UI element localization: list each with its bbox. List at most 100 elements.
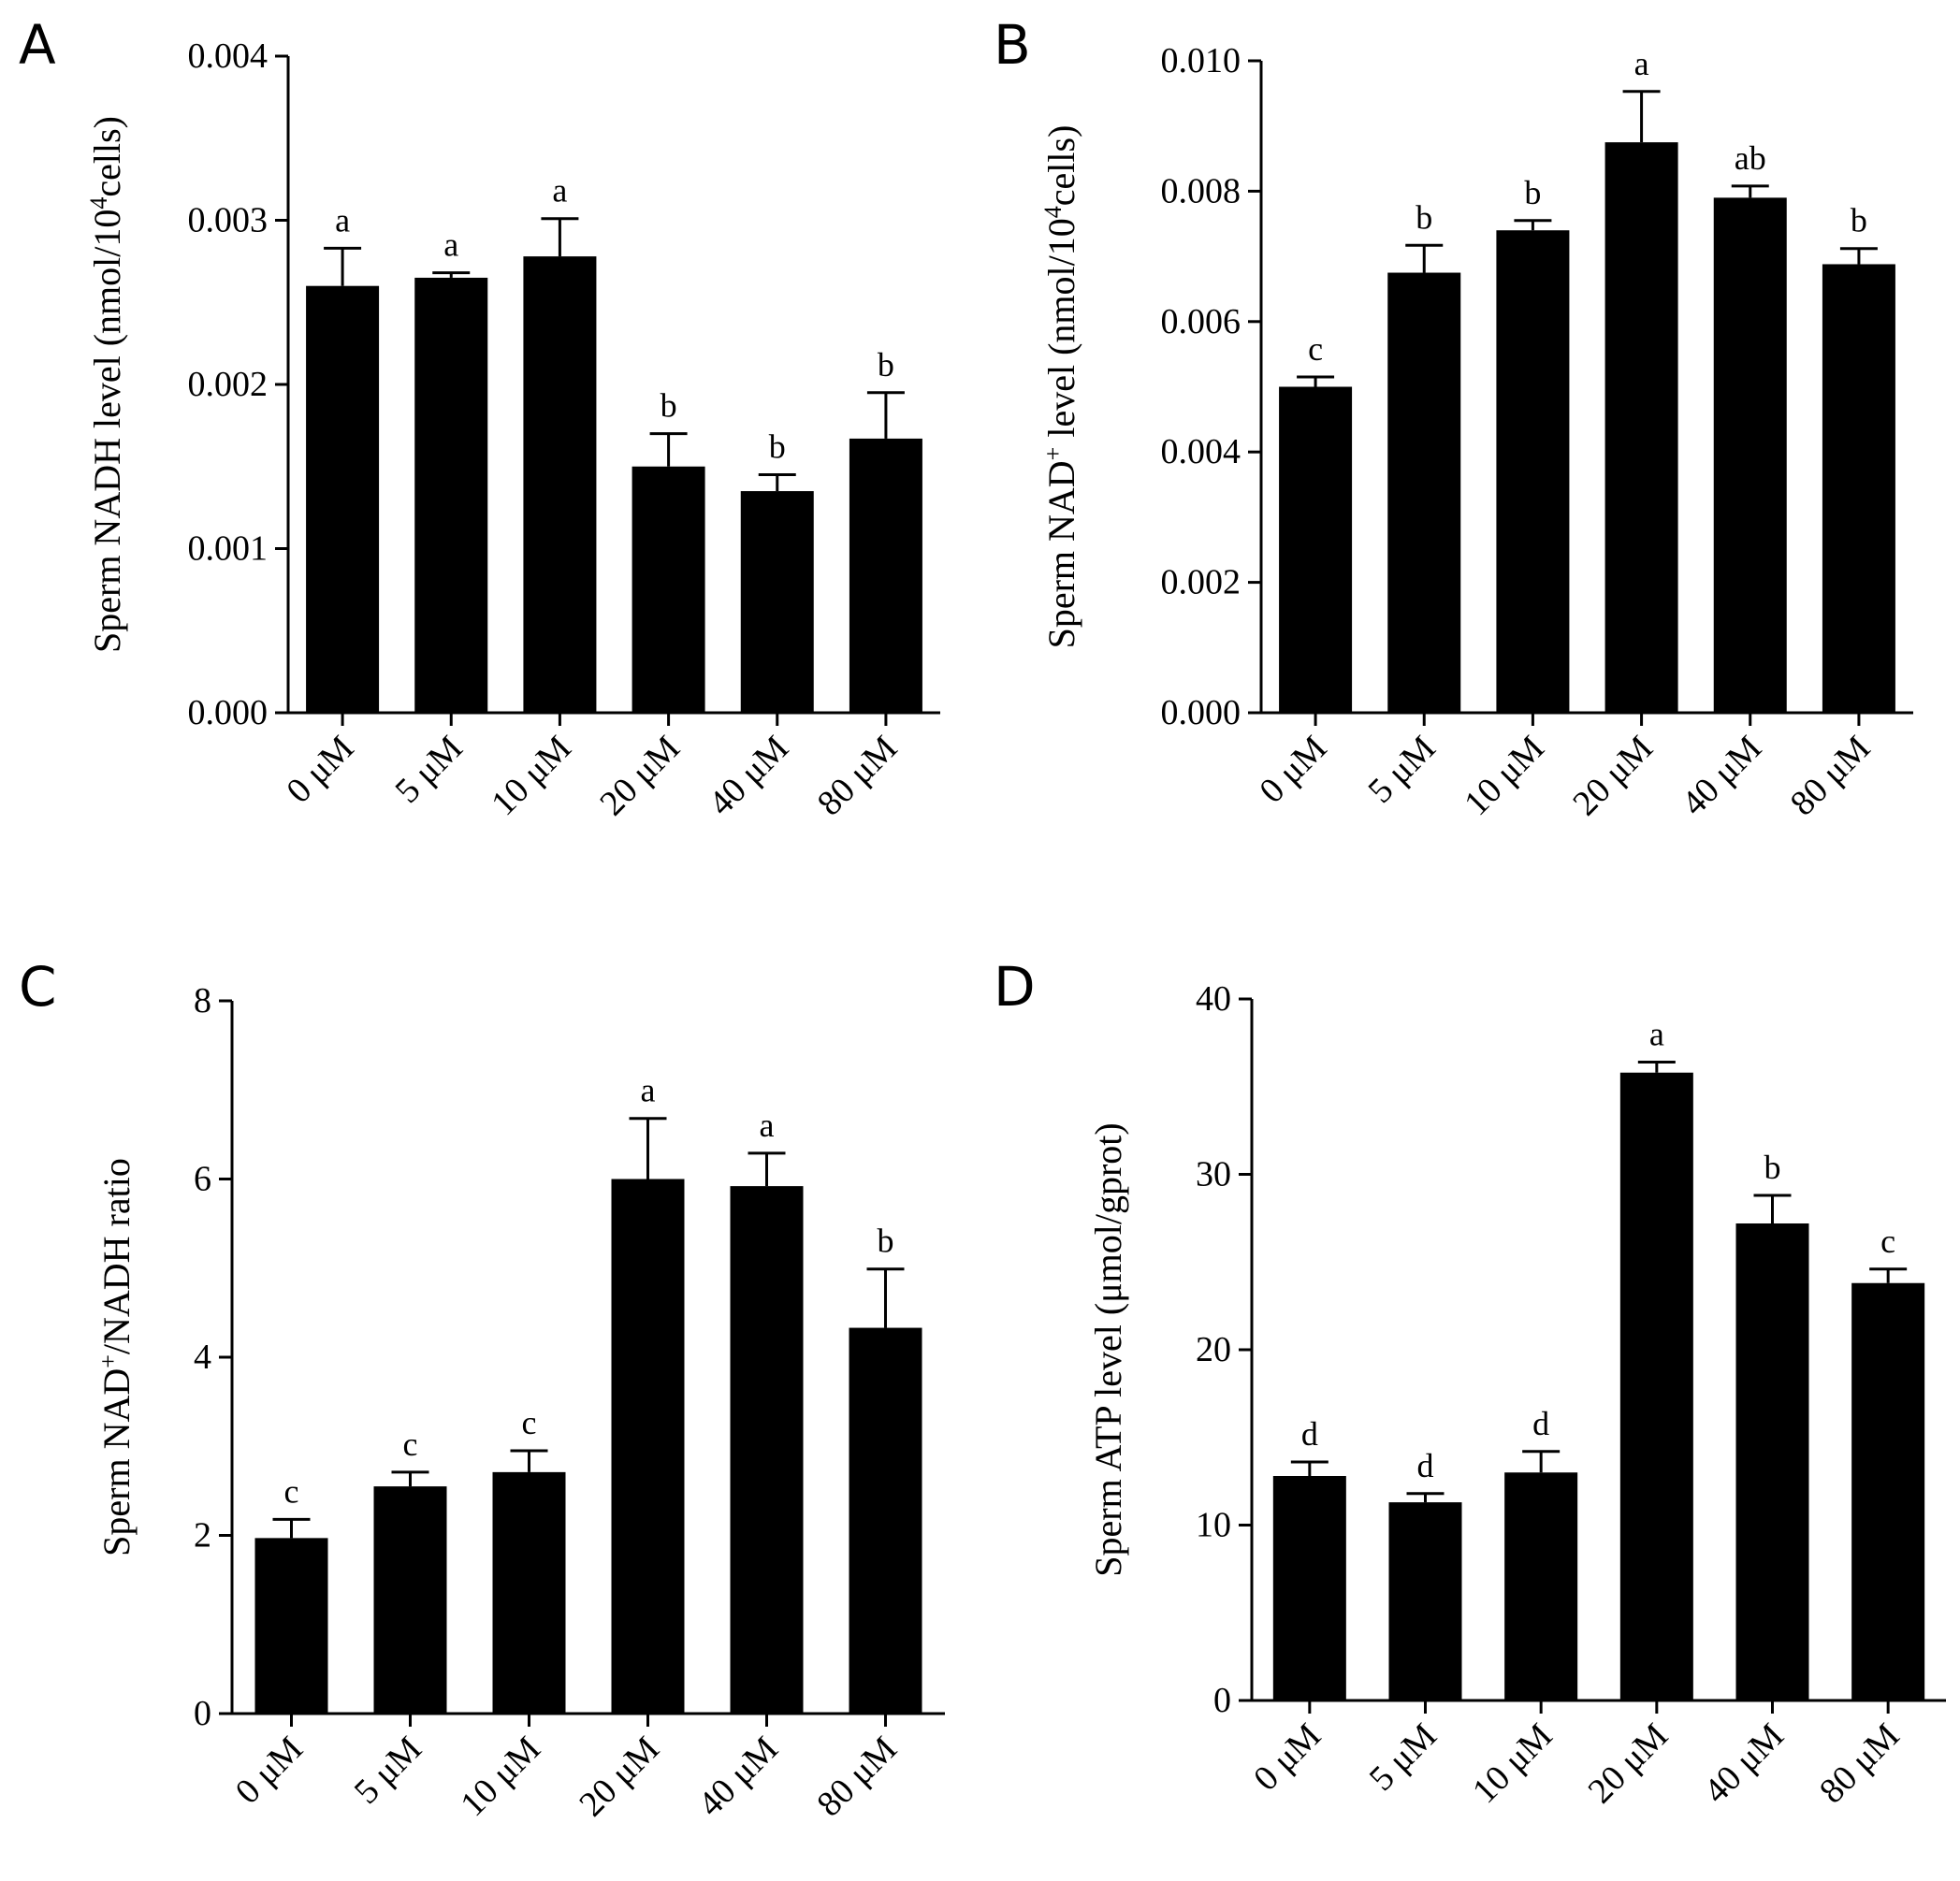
significance-label-b-4: ab (1735, 139, 1766, 177)
y-axis-title-c: Sperm NAD+/NADH ratio (94, 1158, 138, 1556)
x-tick-label-c-3: 20 μM (572, 1729, 667, 1825)
significance-label-d-4: b (1764, 1149, 1781, 1186)
bar-b-4 (1713, 197, 1787, 713)
significance-label-a-1: a (443, 226, 458, 264)
y-tick-label-d: 20 (1196, 1330, 1231, 1369)
bar-b-3 (1604, 142, 1678, 713)
y-axis-title-d: Sperm ATP level (μmol/gprot) (1087, 1122, 1129, 1576)
significance-label-c-0: c (284, 1472, 299, 1510)
significance-label-c-1: c (403, 1425, 418, 1463)
significance-label-b-1: b (1416, 198, 1432, 236)
panel-d: D 0 10 20 30 40 Sperm ATP level (μmol/gprot) d… (994, 955, 1946, 1811)
significance-label-c-2: c (522, 1404, 537, 1441)
y-tick-label-a: 0.001 (188, 529, 269, 569)
y-axis-title-b: Sperm NAD+ level (nmol/104cells) (1039, 125, 1082, 649)
bar-d-1 (1388, 1502, 1462, 1700)
bar-b-1 (1387, 272, 1461, 713)
x-tick-label-a-4: 40 μM (702, 729, 797, 824)
x-tick-label-b-5: 80 μM (1783, 729, 1879, 824)
bar-d-2 (1504, 1472, 1578, 1700)
panel-a: A 0.000 0.001 0.002 0.003 0.004 Sperm NADH le… (19, 13, 940, 823)
significance-label-c-5: b (878, 1223, 894, 1260)
bar-c-2 (492, 1471, 566, 1714)
panel-c: C 0 2 4 6 8 Sperm NAD+/NADH ratio c 0 μM c 5 μM c 1… (19, 955, 945, 1824)
bar-d-5 (1851, 1282, 1925, 1700)
y-tick-label-c: 2 (194, 1516, 211, 1555)
y-tick-label-b: 0.008 (1161, 171, 1241, 210)
y-axis-title-a: Sperm NADH level (nmol/104cells) (85, 116, 128, 653)
y-tick-label-c: 6 (194, 1160, 211, 1199)
bar-b-2 (1496, 230, 1570, 714)
bar-c-0 (254, 1538, 328, 1714)
significance-label-b-0: c (1308, 330, 1323, 368)
significance-label-a-4: b (769, 428, 786, 466)
x-tick-label-c-4: 40 μM (690, 1729, 786, 1825)
bar-a-3 (632, 466, 705, 713)
y-tick-label-a: 0.002 (188, 365, 269, 404)
y-tick-label-d: 10 (1196, 1506, 1231, 1545)
y-tick-label-c: 4 (194, 1338, 211, 1377)
bar-d-3 (1619, 1072, 1693, 1700)
x-tick-label-c-2: 10 μM (453, 1729, 548, 1825)
x-tick-label-b-1: 5 μM (1360, 729, 1443, 811)
x-tick-label-a-2: 10 μM (484, 729, 579, 824)
x-tick-label-d-2: 10 μM (1465, 1716, 1561, 1812)
x-tick-label-d-4: 40 μM (1696, 1716, 1792, 1812)
x-tick-label-a-1: 5 μM (387, 729, 470, 811)
significance-label-d-0: d (1301, 1415, 1318, 1453)
significance-label-d-2: d (1532, 1405, 1549, 1442)
y-tick-label-d: 30 (1196, 1155, 1231, 1194)
bar-b-0 (1279, 386, 1353, 713)
significance-label-a-2: a (552, 172, 567, 210)
y-tick-label-b: 0.010 (1161, 41, 1241, 80)
x-tick-label-d-1: 5 μM (1362, 1716, 1445, 1799)
x-tick-label-c-0: 0 μM (228, 1729, 311, 1812)
bar-a-1 (414, 277, 488, 713)
y-tick-label-b: 0.000 (1161, 693, 1241, 732)
panel-letter-b: B (994, 13, 1031, 77)
significance-label-a-0: a (335, 201, 350, 239)
y-tick-label-b: 0.002 (1161, 563, 1241, 602)
y-tick-label-c: 8 (194, 981, 211, 1020)
bar-a-4 (740, 491, 814, 713)
x-tick-label-b-3: 20 μM (1565, 729, 1661, 824)
bar-d-4 (1735, 1223, 1809, 1700)
bar-a-2 (523, 256, 597, 713)
bar-d-0 (1272, 1476, 1346, 1700)
significance-label-c-3: a (641, 1072, 656, 1109)
y-tick-label-a: 0.003 (188, 201, 269, 240)
bar-c-1 (373, 1486, 447, 1714)
significance-label-a-3: b (661, 387, 677, 425)
x-tick-label-b-4: 40 μM (1675, 729, 1770, 824)
bar-c-4 (730, 1186, 804, 1714)
significance-label-a-5: b (878, 346, 894, 383)
bar-a-0 (306, 285, 380, 713)
x-tick-label-c-5: 80 μM (809, 1729, 905, 1825)
x-tick-label-a-0: 0 μM (279, 729, 361, 811)
significance-label-d-5: c (1880, 1223, 1895, 1260)
y-tick-label-b: 0.006 (1161, 302, 1241, 341)
y-tick-label-b: 0.004 (1161, 432, 1241, 471)
y-tick-label-a: 0.004 (188, 36, 269, 76)
significance-label-b-5: b (1851, 202, 1867, 239)
panel-b: B 0.000 0.002 0.004 0.006 0.008 0.010 Sperm NA… (994, 13, 1913, 823)
x-tick-label-a-5: 80 μM (810, 729, 906, 824)
x-tick-label-d-0: 0 μM (1246, 1716, 1328, 1799)
significance-label-b-3: a (1634, 45, 1649, 82)
x-tick-label-b-0: 0 μM (1252, 729, 1334, 811)
significance-label-b-2: b (1524, 174, 1541, 211)
significance-label-c-4: a (760, 1107, 775, 1144)
y-tick-label-a: 0.000 (188, 693, 269, 732)
x-tick-label-a-3: 20 μM (592, 729, 688, 824)
panel-letter-d: D (994, 955, 1036, 1019)
bar-a-5 (849, 438, 922, 713)
y-tick-label-d: 40 (1196, 979, 1231, 1019)
x-tick-label-d-5: 80 μM (1812, 1716, 1908, 1812)
bar-c-3 (611, 1179, 685, 1714)
panel-letter-a: A (19, 13, 56, 77)
x-tick-label-b-2: 10 μM (1457, 729, 1552, 824)
bar-c-5 (849, 1327, 922, 1714)
x-tick-label-c-1: 5 μM (347, 1729, 429, 1812)
y-tick-label-c: 0 (194, 1694, 211, 1733)
